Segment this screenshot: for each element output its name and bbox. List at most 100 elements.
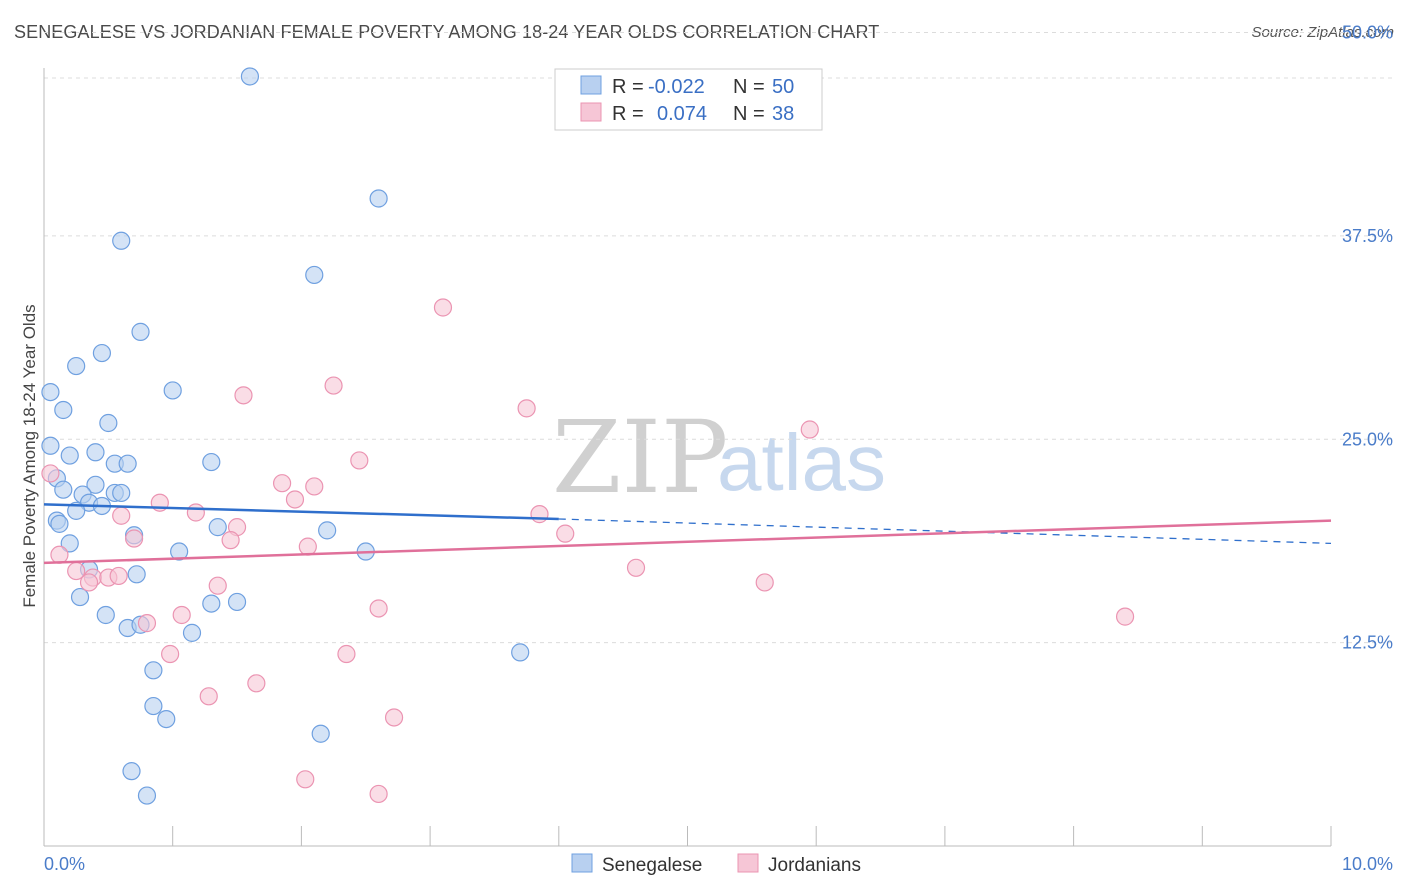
point-jordanians	[172, 605, 191, 625]
scatter-points	[41, 67, 1135, 805]
point-senegalese	[131, 322, 150, 341]
point-senegalese	[86, 475, 105, 494]
legend-swatch-jordanians	[580, 102, 602, 122]
point-senegalese	[54, 400, 73, 420]
point-jordanians	[369, 784, 388, 804]
trend-line-jordanians	[43, 519, 1332, 565]
y-tick-labels: 12.5% 25.0% 37.5% 50.0%	[1342, 23, 1393, 653]
series-legend-swatch-jordanians	[737, 853, 759, 873]
point-senegalese	[144, 696, 163, 716]
chart-title: SENEGALESE VS JORDANIAN FEMALE POVERTY A…	[14, 22, 880, 42]
point-jordanians	[384, 708, 404, 727]
x-tick-label: 10.0%	[1342, 854, 1393, 874]
point-jordanians	[79, 573, 99, 592]
series-legend-label-jordanians: Jordanians	[768, 855, 861, 876]
point-jordanians	[298, 537, 317, 556]
point-senegalese	[202, 452, 221, 472]
legend-n-label-1: N =	[733, 76, 765, 98]
point-jordanians	[285, 490, 305, 509]
point-jordanians	[1115, 607, 1135, 626]
point-jordanians	[221, 531, 240, 550]
x-tick-marks	[43, 826, 1332, 846]
point-senegalese	[112, 483, 131, 503]
point-senegalese	[369, 189, 388, 208]
point-senegalese	[92, 343, 112, 363]
point-jordanians	[124, 529, 144, 548]
point-senegalese	[511, 643, 530, 662]
point-senegalese	[41, 436, 60, 455]
point-senegalese	[311, 724, 330, 743]
point-senegalese	[182, 623, 202, 642]
y-tick-label: 25.0%	[1342, 429, 1393, 449]
legend-r-value-2: 0.074	[657, 103, 707, 125]
point-jordanians	[199, 687, 218, 706]
legend-n-label-2: N =	[733, 103, 765, 125]
chart-source: Source: ZipAtlas.com	[1251, 24, 1394, 41]
point-senegalese	[127, 565, 146, 584]
point-senegalese	[86, 443, 105, 462]
point-senegalese	[99, 413, 118, 433]
point-senegalese	[112, 231, 131, 250]
point-senegalese	[227, 592, 247, 612]
point-jordanians	[112, 506, 131, 525]
point-senegalese	[208, 518, 227, 537]
point-senegalese	[240, 67, 260, 86]
point-jordanians	[41, 464, 60, 483]
point-jordanians	[755, 573, 774, 592]
point-jordanians	[305, 477, 324, 496]
point-senegalese	[96, 605, 115, 625]
point-jordanians	[186, 503, 205, 522]
point-senegalese	[137, 786, 157, 805]
point-senegalese	[305, 265, 324, 285]
point-jordanians	[208, 576, 227, 595]
point-jordanians	[800, 420, 819, 439]
point-senegalese	[157, 709, 176, 729]
legend-swatch-senegalese	[580, 75, 602, 95]
point-jordanians	[626, 558, 646, 577]
y-axis-label: Female Poverty Among 18-24 Year Olds	[20, 304, 39, 607]
trend-line-senegalese	[43, 503, 559, 521]
point-senegalese	[50, 514, 69, 533]
y-tick-label: 12.5%	[1342, 633, 1393, 653]
legend-r-label-1: R =	[612, 76, 644, 98]
point-senegalese	[41, 382, 60, 402]
point-senegalese	[118, 454, 137, 473]
point-jordanians	[109, 566, 128, 586]
legend-r-value-1: -0.022	[648, 76, 705, 98]
point-jordanians	[247, 674, 266, 693]
point-senegalese	[318, 521, 337, 540]
point-jordanians	[530, 505, 549, 524]
point-senegalese	[60, 446, 79, 465]
point-jordanians	[433, 298, 453, 317]
point-senegalese	[54, 480, 73, 499]
point-jordanians	[350, 451, 369, 470]
point-jordanians	[324, 376, 343, 395]
stats-legend: R = -0.022 N = 50 R = 0.074 N = 38	[554, 68, 823, 131]
legend-r-label-2: R =	[612, 103, 644, 125]
y-tick-label: 50.0%	[1342, 23, 1393, 43]
series-legend-label-senegalese: Senegalese	[602, 855, 702, 876]
point-jordanians	[517, 399, 536, 418]
point-senegalese	[144, 661, 163, 680]
point-senegalese	[70, 587, 90, 607]
point-jordanians	[369, 599, 388, 618]
point-jordanians	[337, 644, 356, 664]
trend-lines	[43, 503, 1332, 565]
point-senegalese	[122, 762, 141, 781]
point-senegalese	[67, 356, 86, 376]
point-jordanians	[234, 386, 253, 405]
x-tick-labels: 0.0% 10.0%	[44, 854, 1393, 874]
series-legend-swatch-senegalese	[571, 853, 593, 873]
point-jordanians	[137, 614, 157, 633]
point-senegalese	[163, 381, 182, 400]
legend-n-value-2: 38	[772, 103, 794, 125]
point-senegalese	[60, 534, 79, 553]
point-jordanians	[556, 524, 575, 543]
y-tick-label: 37.5%	[1342, 226, 1393, 246]
legend-n-value-1: 50	[772, 76, 794, 98]
point-jordanians	[161, 644, 180, 664]
trend-line-senegalese-extrapolated	[558, 518, 1332, 545]
point-senegalese	[202, 594, 221, 613]
x-tick-label: 0.0%	[44, 854, 85, 874]
